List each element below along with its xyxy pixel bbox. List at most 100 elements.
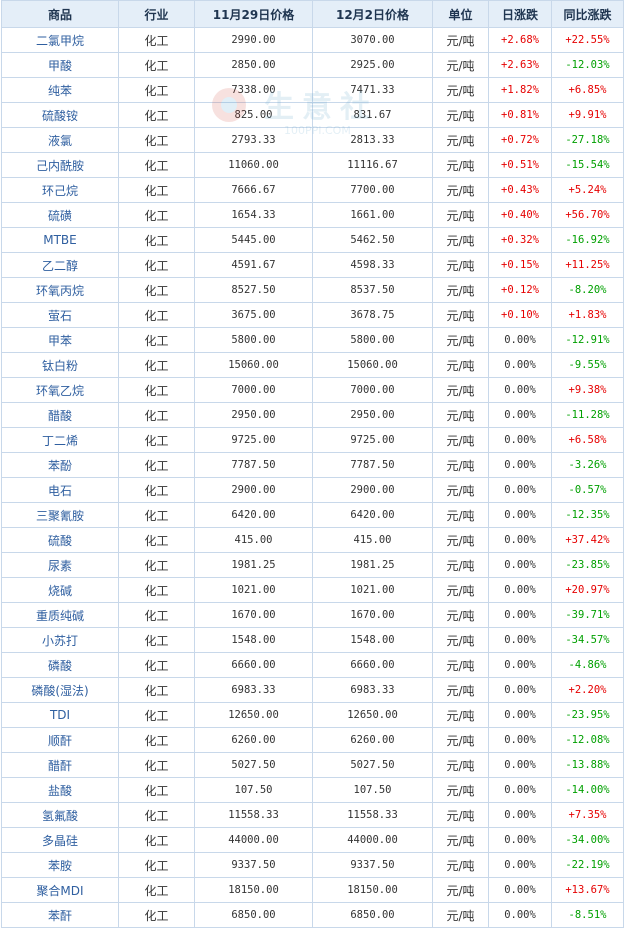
daily-change-cell: +0.81% (488, 102, 552, 128)
yoy-change-cell: -3.26% (551, 452, 624, 478)
table-row: 三聚氰胺 化工 6420.00 6420.00 元/吨 0.00% -12.35% (1, 502, 624, 528)
price-nov29-cell: 107.50 (194, 777, 313, 803)
product-name-link[interactable]: 甲酸 (1, 52, 119, 78)
product-name-link[interactable]: 醋酐 (1, 752, 119, 778)
price-dec2-cell: 18150.00 (312, 877, 433, 903)
product-name-link[interactable]: 磷酸(湿法) (1, 677, 119, 703)
header-price-nov29[interactable]: 11月29日价格 (194, 0, 313, 28)
daily-change-cell: +0.51% (488, 152, 552, 178)
price-dec2-cell: 6660.00 (312, 652, 433, 678)
header-product[interactable]: 商品 (1, 0, 119, 28)
product-name-link[interactable]: 硫磺 (1, 202, 119, 228)
product-name-link[interactable]: 己内酰胺 (1, 152, 119, 178)
daily-change-cell: 0.00% (488, 802, 552, 828)
product-name-link[interactable]: 三聚氰胺 (1, 502, 119, 528)
industry-cell: 化工 (118, 402, 195, 428)
unit-cell: 元/吨 (432, 452, 489, 478)
price-dec2-cell: 6850.00 (312, 902, 433, 928)
daily-change-cell: +0.10% (488, 302, 552, 328)
yoy-change-cell: +9.91% (551, 102, 624, 128)
header-price-dec2[interactable]: 12月2日价格 (312, 0, 433, 28)
unit-cell: 元/吨 (432, 702, 489, 728)
product-name-link[interactable]: 乙二醇 (1, 252, 119, 278)
daily-change-cell: +0.12% (488, 277, 552, 303)
product-name-link[interactable]: 甲苯 (1, 327, 119, 353)
price-dec2-cell: 12650.00 (312, 702, 433, 728)
product-name-link[interactable]: 顺酐 (1, 727, 119, 753)
yoy-change-cell: +20.97% (551, 577, 624, 603)
product-name-link[interactable]: 硫酸铵 (1, 102, 119, 128)
table-header: 商品 行业 11月29日价格 12月2日价格 单位 日涨跌 同比涨跌 (1, 0, 624, 28)
unit-cell: 元/吨 (432, 827, 489, 853)
unit-cell: 元/吨 (432, 752, 489, 778)
product-name-link[interactable]: 电石 (1, 477, 119, 503)
product-name-link[interactable]: 液氯 (1, 127, 119, 153)
product-name-link[interactable]: 环氧丙烷 (1, 277, 119, 303)
product-name-link[interactable]: TDI (1, 702, 119, 728)
product-name-link[interactable]: 小苏打 (1, 627, 119, 653)
product-name-link[interactable]: 聚合MDI (1, 877, 119, 903)
industry-cell: 化工 (118, 352, 195, 378)
product-name-link[interactable]: 环氧乙烷 (1, 377, 119, 403)
header-daily-change[interactable]: 日涨跌 (488, 0, 552, 28)
industry-cell: 化工 (118, 702, 195, 728)
product-name-link[interactable]: 二氯甲烷 (1, 27, 119, 53)
product-name-link[interactable]: 苯酐 (1, 902, 119, 928)
price-nov29-cell: 12650.00 (194, 702, 313, 728)
price-dec2-cell: 15060.00 (312, 352, 433, 378)
product-name-link[interactable]: MTBE (1, 227, 119, 253)
product-name-link[interactable]: 纯苯 (1, 77, 119, 103)
product-name-link[interactable]: 烧碱 (1, 577, 119, 603)
price-dec2-cell: 9725.00 (312, 427, 433, 453)
price-nov29-cell: 5445.00 (194, 227, 313, 253)
product-name-link[interactable]: 硫酸 (1, 527, 119, 553)
table-row: 醋酐 化工 5027.50 5027.50 元/吨 0.00% -13.88% (1, 752, 624, 778)
price-nov29-cell: 7338.00 (194, 77, 313, 103)
product-name-link[interactable]: 多晶硅 (1, 827, 119, 853)
table-row: 苯酚 化工 7787.50 7787.50 元/吨 0.00% -3.26% (1, 452, 624, 478)
product-name-link[interactable]: 重质纯碱 (1, 602, 119, 628)
unit-cell: 元/吨 (432, 377, 489, 403)
yoy-change-cell: -34.00% (551, 827, 624, 853)
price-dec2-cell: 2950.00 (312, 402, 433, 428)
yoy-change-cell: -0.57% (551, 477, 624, 503)
unit-cell: 元/吨 (432, 77, 489, 103)
table-row: 氢氟酸 化工 11558.33 11558.33 元/吨 0.00% +7.35% (1, 802, 624, 828)
header-unit[interactable]: 单位 (432, 0, 489, 28)
product-name-link[interactable]: 盐酸 (1, 777, 119, 803)
unit-cell: 元/吨 (432, 552, 489, 578)
product-name-link[interactable]: 磷酸 (1, 652, 119, 678)
industry-cell: 化工 (118, 227, 195, 253)
yoy-change-cell: -12.03% (551, 52, 624, 78)
table-row: 液氯 化工 2793.33 2813.33 元/吨 +0.72% -27.18% (1, 127, 624, 153)
price-dec2-cell: 6260.00 (312, 727, 433, 753)
daily-change-cell: 0.00% (488, 577, 552, 603)
product-name-link[interactable]: 萤石 (1, 302, 119, 328)
price-dec2-cell: 11116.67 (312, 152, 433, 178)
product-name-link[interactable]: 氢氟酸 (1, 802, 119, 828)
product-name-link[interactable]: 丁二烯 (1, 427, 119, 453)
product-name-link[interactable]: 尿素 (1, 552, 119, 578)
product-name-link[interactable]: 环己烷 (1, 177, 119, 203)
price-nov29-cell: 6660.00 (194, 652, 313, 678)
price-dec2-cell: 6983.33 (312, 677, 433, 703)
daily-change-cell: +2.63% (488, 52, 552, 78)
product-name-link[interactable]: 苯胺 (1, 852, 119, 878)
table-row: 电石 化工 2900.00 2900.00 元/吨 0.00% -0.57% (1, 477, 624, 503)
unit-cell: 元/吨 (432, 502, 489, 528)
product-name-link[interactable]: 醋酸 (1, 402, 119, 428)
header-yoy-change[interactable]: 同比涨跌 (551, 0, 624, 28)
price-dec2-cell: 2900.00 (312, 477, 433, 503)
industry-cell: 化工 (118, 552, 195, 578)
product-name-link[interactable]: 钛白粉 (1, 352, 119, 378)
price-dec2-cell: 5800.00 (312, 327, 433, 353)
price-dec2-cell: 3678.75 (312, 302, 433, 328)
header-industry[interactable]: 行业 (118, 0, 195, 28)
daily-change-cell: +0.40% (488, 202, 552, 228)
product-name-link[interactable]: 苯酚 (1, 452, 119, 478)
price-dec2-cell: 4598.33 (312, 252, 433, 278)
yoy-change-cell: +1.83% (551, 302, 624, 328)
price-nov29-cell: 1981.25 (194, 552, 313, 578)
daily-change-cell: +0.32% (488, 227, 552, 253)
